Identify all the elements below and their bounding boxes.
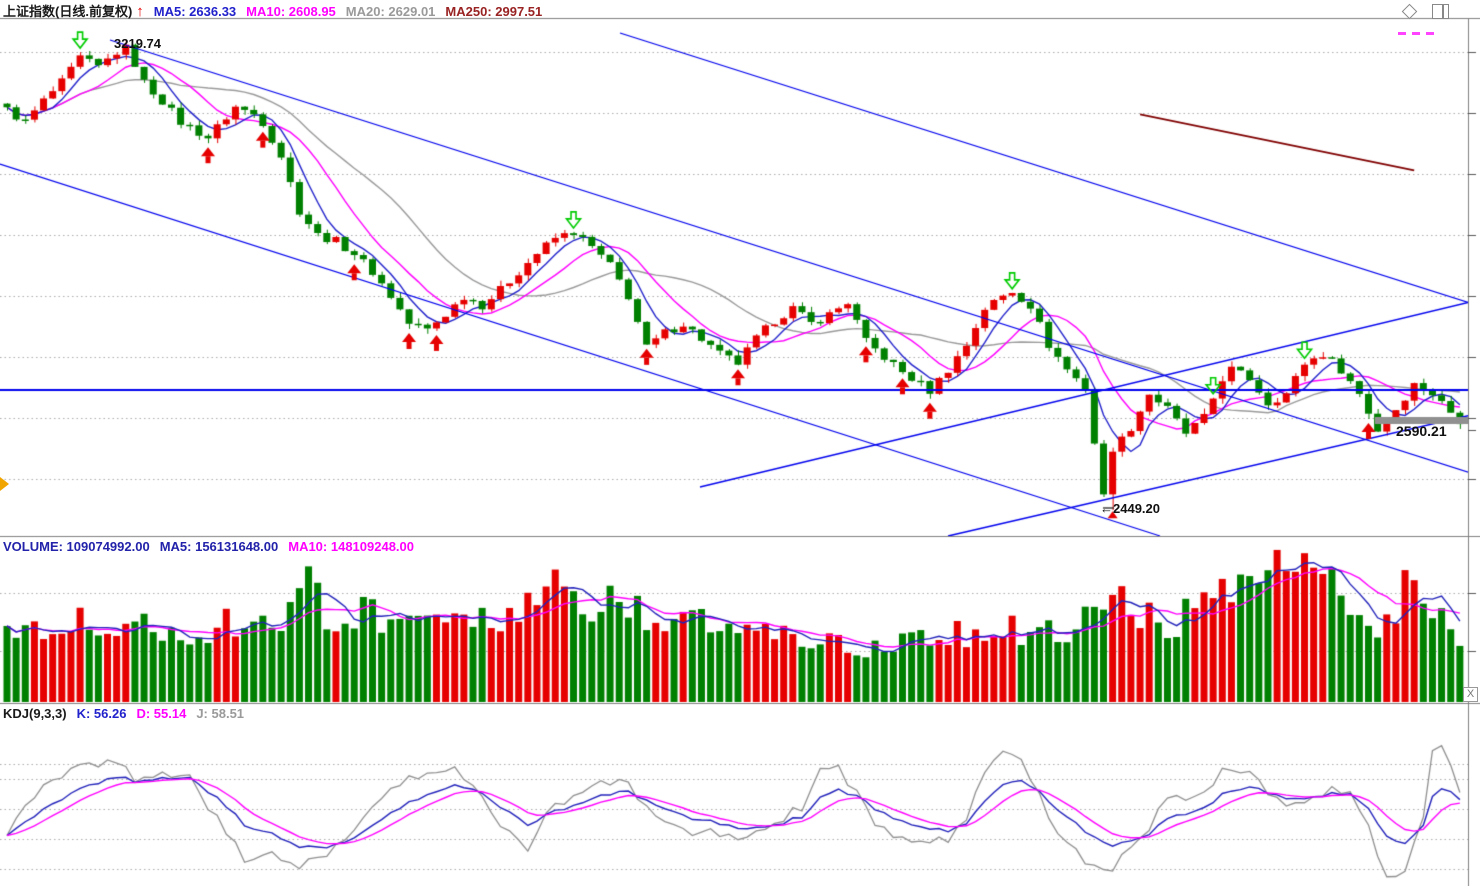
chart-title: 上证指数(日线.前复权) — [3, 4, 133, 19]
ma250-label: MA250: 2997.51 — [445, 4, 543, 19]
volume-label: VOLUME: 109074992.00 — [3, 539, 150, 554]
kdj-d-label: D: 55.14 — [136, 706, 187, 721]
ma20-label: MA20: 2629.01 — [345, 4, 436, 19]
close-pane-icon[interactable]: X — [1463, 687, 1478, 702]
up-arrow-icon: ↑ — [136, 3, 144, 20]
kdj-j-label: J: 58.51 — [196, 706, 245, 721]
ma5-label: MA5: 2636.33 — [153, 4, 237, 19]
peak-price-label: 3219.74 — [114, 36, 161, 51]
ma10-label: MA10: 2608.95 — [246, 4, 336, 19]
left-arrow-icon: ← — [1100, 501, 1113, 516]
volume-ma10-label: MA10: 148109248.00 — [288, 539, 414, 554]
volume-ma5-label: MA5: 156131648.00 — [159, 539, 279, 554]
ma10-dash-decoration — [1398, 32, 1406, 35]
kdj-header: KDJ(9,3,3) K: 56.26 D: 55.14 J: 58.51 — [3, 706, 254, 721]
scroll-left-marker-icon[interactable] — [0, 477, 9, 491]
volume-header: VOLUME: 109074992.00 MA5: 156131648.00 MA1… — [3, 539, 424, 554]
low-price-label: ←2449.20 — [1100, 501, 1160, 516]
window-layout-icon[interactable] — [1432, 4, 1449, 19]
kdj-label: KDJ(9,3,3) — [3, 706, 67, 721]
ma10-dash-decoration — [1412, 32, 1420, 35]
ma10-dash-decoration — [1426, 32, 1434, 35]
main-chart-header: 上证指数(日线.前复权) ↑ MA5: 2636.33 MA10: 2608.95 MA… — [3, 1, 552, 20]
last-price-label: 2590.21 — [1396, 423, 1447, 439]
kdj-k-label: K: 56.26 — [76, 706, 127, 721]
